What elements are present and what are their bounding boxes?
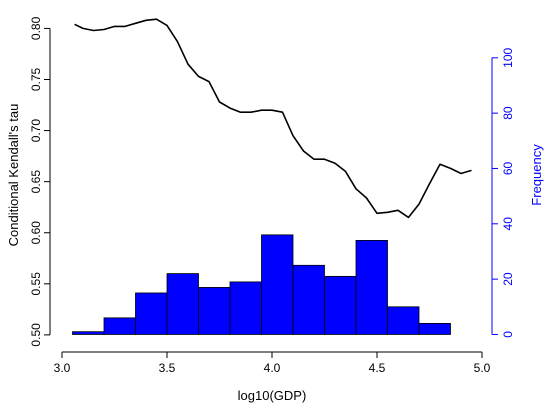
x-tick-label: 3.5 <box>159 361 176 375</box>
histogram-bar <box>324 275 357 335</box>
y-axis-title-left: Conditional Kendall's tau <box>6 104 21 247</box>
x-tick-label: 4.5 <box>369 361 386 375</box>
y-tick-label-left: 0.55 <box>29 272 43 296</box>
y-tick-label-left: 0.65 <box>29 170 43 194</box>
y-tick-label-right: 60 <box>501 161 515 175</box>
y-tick-label-right: 100 <box>501 47 515 67</box>
histogram-bar <box>229 281 262 335</box>
histogram-bars <box>72 234 451 335</box>
histogram-bar <box>418 322 451 335</box>
x-tick-label: 5.0 <box>474 361 491 375</box>
x-tick-label: 3.0 <box>54 361 71 375</box>
series-line <box>74 18 472 219</box>
y-tick-label-left: 0.80 <box>29 16 43 40</box>
y-tick-label-left: 0.70 <box>29 119 43 143</box>
x-axis-title: log10(GDP) <box>238 388 307 403</box>
y-tick-label-right: 0 <box>501 331 515 338</box>
histogram-bar <box>261 234 294 335</box>
x-tick-label: 4.0 <box>264 361 281 375</box>
histogram-bar <box>198 287 231 335</box>
histogram-bar <box>166 273 199 335</box>
histogram-bar <box>135 292 168 335</box>
y-tick-label-right: 80 <box>501 106 515 120</box>
y-tick-label-left: 0.60 <box>29 221 43 245</box>
y-tick-label-right: 20 <box>501 272 515 286</box>
y-tick-label-left: 0.75 <box>29 68 43 92</box>
histogram-bar <box>355 239 388 335</box>
y-axis-title-right: Frequency <box>529 144 544 206</box>
histogram-bar <box>72 331 105 335</box>
x-axis: 3.0 3.5 4.0 4.5 5.0 <box>54 351 491 375</box>
line-series <box>74 18 472 219</box>
y-tick-label-right: 40 <box>501 217 515 231</box>
histogram-bar <box>292 264 325 335</box>
y-axis-left: 0.50 0.55 0.60 0.65 0.70 0.75 0.80 <box>29 16 51 347</box>
histogram-bar <box>103 317 136 335</box>
histogram-bar <box>387 306 420 335</box>
y-axis-right: 0 20 40 60 80 100 <box>491 47 515 338</box>
y-tick-label-left: 0.50 <box>29 323 43 347</box>
